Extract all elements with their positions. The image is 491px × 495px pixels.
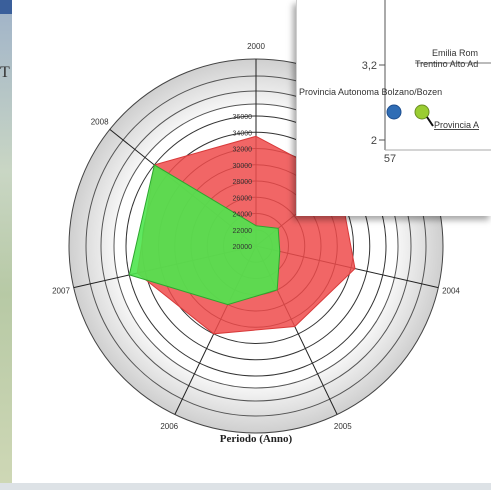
scatter-chart: 3,2 2 57 Emilia Rom Trentino Alto Ad Pro… [299,0,491,165]
y-tick-label: 3,2 [362,60,377,72]
left-background-window: T [0,0,12,490]
radar-category-label: 2006 [160,422,178,431]
radar-axis-title: Periodo (Anno) [220,433,293,445]
x-tick-label: 57 [384,153,396,165]
radar-category-label: 2000 [247,42,265,51]
point-label-provincia-a: Provincia A [434,120,479,130]
y-tick-label: 2 [371,135,377,147]
radar-tick-label: 34000 [233,130,253,137]
radar-tick-label: 30000 [233,163,253,170]
radar-category-label: 2004 [442,287,460,296]
point-label-emilia: Emilia Rom [432,48,478,58]
scatter-point-provincia[interactable] [414,104,430,120]
scatter-chart-window: 3,2 2 57 Emilia Rom Trentino Alto Ad Pro… [296,0,491,216]
radar-category-label: 2008 [91,117,109,126]
radar-tick-label: 28000 [233,179,253,186]
radar-tick-label: 32000 [233,147,253,154]
scatter-point-bolzano[interactable] [386,104,402,120]
leader-pointer [426,116,434,127]
radar-tick-labels: 20000 22000 24000 26000 28000 30000 32000 34000… [233,114,253,251]
radar-series-area-2[interactable] [128,164,281,306]
radar-category-label: 2007 [52,287,70,296]
radar-tick-label: 24000 [233,212,253,219]
radar-tick-label: 22000 [233,228,253,235]
left-window-glyph: T [0,64,10,81]
radar-tick-label: 36000 [233,114,253,121]
radar-tick-label: 20000 [233,244,253,251]
radar-category-label: 2005 [334,422,352,431]
title-bar-fragment [0,0,12,14]
radar-tick-label: 26000 [233,195,253,202]
point-label-bolzano: Provincia Autonoma Bolzano/Bozen [299,87,442,97]
bottom-background-strip [0,483,491,490]
point-label-trentino: Trentino Alto Ad [415,59,478,69]
